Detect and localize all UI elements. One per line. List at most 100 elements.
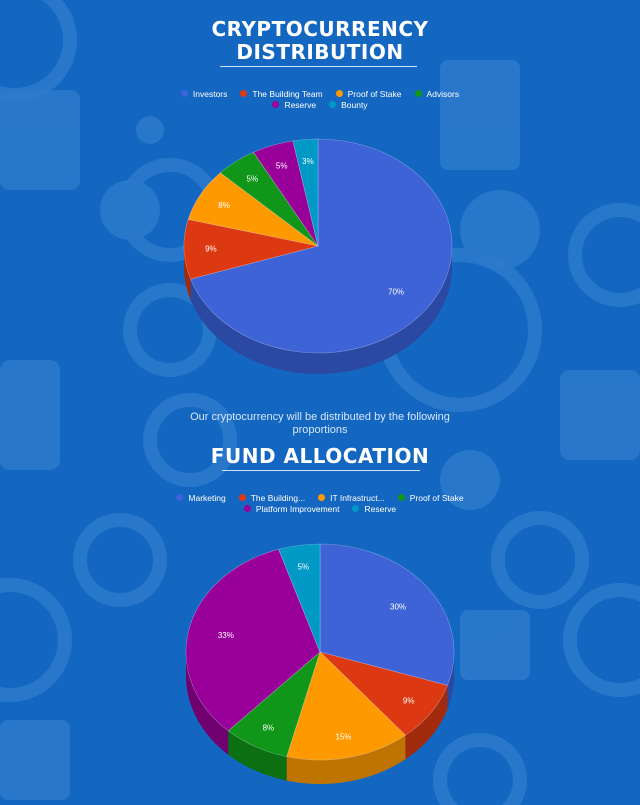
legend-swatch [243,505,251,512]
title-line: DISTRIBUTION [236,40,404,64]
legend-label: Proof of Stake [409,492,464,503]
pie-slice-side [286,735,406,785]
legend-item[interactable]: Platform Improvement [243,503,340,514]
legend-row: Marketing The Building... IT Infrastruct..… [0,492,640,503]
legend-label: Bounty [341,99,368,110]
legend-label: Reserve [284,99,317,110]
pie-slice-the-building[interactable] [318,651,448,736]
legend-item[interactable]: IT Infrastruct... [318,493,385,503]
legend-swatch [238,494,246,501]
legend-label: Platform Improvement [255,503,340,514]
legend-swatch [176,494,184,501]
legend-item[interactable]: Marketing [176,492,226,503]
legend-item[interactable]: Advisors [414,88,460,99]
legend-swatch [272,101,280,108]
chart-title-distribution: CRYPTOCURRENCY DISTRIBUTION [0,18,640,64]
pie-slice-advisors[interactable] [219,151,319,247]
pie-slice-side [405,685,448,760]
pie-slice-marketing[interactable] [319,543,455,686]
coin-icon [433,733,527,805]
reddit-icon [440,450,500,510]
legend-label: Advisors [426,88,460,99]
lock-icon [460,610,530,680]
pie-side-walls [184,246,453,374]
pie-slice-side [184,246,191,301]
legend-label: Investors [192,88,228,99]
title-line: CRYPTOCURRENCY [211,17,429,41]
legend-item[interactable]: Investors [180,88,228,99]
pie-slice-the-building-team[interactable] [183,219,319,280]
pie-slice-proof-of-stake[interactable] [227,651,321,757]
dash-coin-icon [0,578,72,702]
legend-label: IT Infrastruct... [330,492,385,503]
legend-item[interactable]: Reserve [352,504,396,514]
dash-coin-icon [563,583,640,697]
data-label: 9% [403,697,415,706]
data-label: 5% [276,161,288,170]
data-label: 8% [263,724,275,733]
wallet-icon [0,360,60,470]
pie-slice-reserve[interactable] [252,140,319,247]
legend-item[interactable]: Bounty [329,99,368,110]
pie-chart-distribution: 70% 9% 8% 5% 5% 3% [183,138,453,374]
data-label: 3% [302,157,314,166]
data-label: 8% [218,201,230,210]
legend-item[interactable]: The Building Team [240,88,323,99]
title-underline [222,470,420,471]
chat-bubble-icon [100,180,160,240]
data-label: 5% [247,174,259,183]
document-icon [440,60,520,170]
legend-swatch [414,90,422,97]
data-label: 5% [297,563,309,572]
subtitle-text: Our cryptocurrency will be distributed b… [190,411,450,436]
data-label: 9% [205,245,217,254]
pie-slice-side [228,730,287,781]
bullet-icon [136,116,164,144]
ethereum-coin-icon [460,190,540,270]
legend-swatch [329,101,337,108]
data-label: 70% [388,287,404,296]
legend-label: Proof of Stake [347,88,402,99]
wallet-icon [0,720,70,800]
pie-slice-side [186,652,229,755]
pie-slice-reserve[interactable] [278,543,321,653]
pie-slice-it-infrastruct[interactable] [286,651,406,761]
coin-icon [568,203,640,307]
pie-slice-side [447,652,454,710]
legend-distribution: Investors The Building Team Proof of Stake… [0,88,640,110]
legend-swatch [397,494,405,501]
pie-slice-bounty[interactable] [292,138,319,247]
wallet-icon [560,370,640,460]
legend-item[interactable]: The Building... [238,492,306,503]
dollar-coin-icon [73,513,167,607]
title-underline [220,66,417,67]
legend-swatch [335,90,343,97]
pie-slice-platform-improvement[interactable] [185,548,321,732]
coin-icon [143,393,237,487]
legend-item[interactable]: Proof of Stake [335,88,402,99]
legend-item[interactable]: Proof of Stake [397,492,464,503]
legend-item[interactable]: Reserve [272,100,316,110]
legend-swatch [352,505,360,512]
legend-row: Investors The Building Team Proof of Stake… [0,88,640,99]
legend-row: Platform Improvement Reserve [0,503,640,514]
legend-swatch [180,90,188,97]
bitcoin-coin-icon [491,511,589,609]
legend-swatch [318,494,326,501]
legend-row: Reserve Bounty [0,99,640,110]
data-label: 30% [390,602,406,611]
legend-label: The Building... [250,492,306,503]
pie-slice-investors[interactable] [190,138,453,354]
pie-slice-side [190,246,453,374]
legend-fund-allocation: Marketing The Building... IT Infrastruct..… [0,492,640,514]
chart-title-fund-allocation: FUND ALLOCATION [210,444,430,468]
legend-label: The Building Team [252,88,323,99]
legend-label: Marketing [188,492,226,503]
legend-label: Reserve [364,503,397,514]
data-label: 15% [335,732,351,741]
legend-swatch [240,90,248,97]
pie-slice-proof-of-stake[interactable] [187,172,319,247]
wallet-icon [0,90,80,190]
data-label: 33% [218,631,234,640]
